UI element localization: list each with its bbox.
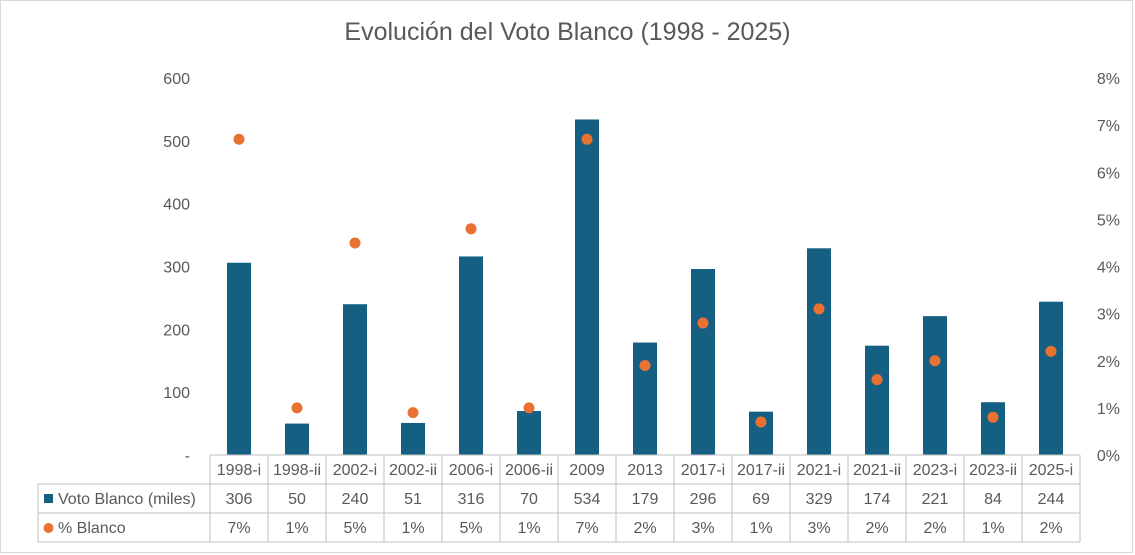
right-axis-tick-label: 7%	[1097, 118, 1120, 135]
table-value-point: 2%	[865, 520, 888, 537]
category-label: 1998-i	[217, 462, 261, 479]
scatter-point	[465, 223, 477, 235]
table-value-bar: 329	[806, 491, 833, 508]
table-value-bar: 306	[226, 491, 253, 508]
table-value-point: 1%	[517, 520, 540, 537]
table-value-bar: 316	[458, 491, 485, 508]
category-label: 2009	[569, 462, 605, 479]
left-axis-tick-label: 200	[163, 322, 190, 339]
right-axis-tick-label: 0%	[1097, 448, 1120, 465]
category-label: 2002-ii	[389, 462, 437, 479]
table-value-point: 1%	[285, 520, 308, 537]
table-value-point: 3%	[691, 520, 714, 537]
table-value-bar: 69	[752, 491, 770, 508]
bar	[517, 411, 541, 455]
table-value-point: 2%	[923, 520, 946, 537]
category-label: 2006-ii	[505, 462, 553, 479]
scatter-point	[813, 303, 825, 315]
table-value-bar: 534	[574, 491, 601, 508]
scatter-point	[755, 416, 767, 428]
bar	[981, 402, 1005, 455]
legend-label-point: % Blanco	[58, 520, 126, 537]
category-label: 2023-i	[913, 462, 957, 479]
category-label: 2023-ii	[969, 462, 1017, 479]
left-axis-tick-label: 300	[163, 260, 190, 277]
table-value-bar: 51	[404, 491, 422, 508]
legend-swatch-point	[43, 523, 54, 533]
bar	[807, 248, 831, 455]
bar	[865, 345, 889, 455]
left-axis-tick-label: -	[185, 448, 190, 465]
table-value-bar: 221	[922, 491, 949, 508]
scatter-point	[871, 374, 883, 386]
bar	[401, 422, 425, 455]
bar	[923, 316, 947, 455]
bar	[459, 256, 483, 455]
bar	[633, 342, 657, 455]
table-value-bar: 240	[342, 491, 369, 508]
bar	[691, 269, 715, 455]
bar	[1039, 301, 1063, 455]
scatter-point	[407, 407, 419, 419]
table-value-bar: 174	[864, 491, 891, 508]
category-label: 1998-ii	[273, 462, 321, 479]
category-label: 2017-i	[681, 462, 725, 479]
category-label: 2006-i	[449, 462, 493, 479]
right-axis-tick-label: 2%	[1097, 354, 1120, 371]
chart-title: Evolución del Voto Blanco (1998 - 2025)	[344, 18, 791, 46]
table-value-bar: 296	[690, 491, 717, 508]
category-label: 2021-ii	[853, 462, 901, 479]
bar	[285, 423, 309, 455]
table-value-bar: 244	[1038, 491, 1065, 508]
bar	[575, 119, 599, 455]
table-value-point: 1%	[401, 520, 424, 537]
table-value-point: 5%	[343, 520, 366, 537]
table-value-point: 1%	[749, 520, 772, 537]
legend-swatch-bar	[44, 494, 53, 503]
table-value-point: 3%	[807, 520, 830, 537]
category-label: 2021-i	[797, 462, 841, 479]
left-axis-tick-label: 400	[163, 197, 190, 214]
category-label: 2017-ii	[737, 462, 785, 479]
table-value-point: 5%	[459, 520, 482, 537]
table-value-bar: 50	[288, 491, 306, 508]
table-value-point: 2%	[633, 520, 656, 537]
right-axis-tick-label: 4%	[1097, 260, 1120, 277]
table-value-point: 2%	[1039, 520, 1062, 537]
category-label: 2025-i	[1029, 462, 1073, 479]
left-axis-tick-label: 500	[163, 134, 190, 151]
scatter-point	[697, 317, 709, 329]
scatter-point	[929, 355, 941, 367]
category-label: 2002-i	[333, 462, 377, 479]
table-value-point: 7%	[227, 520, 250, 537]
scatter-point	[291, 402, 303, 414]
left-axis-tick-label: 600	[163, 71, 190, 88]
scatter-point	[581, 133, 593, 145]
category-label: 2013	[627, 462, 663, 479]
right-axis-tick-label: 6%	[1097, 165, 1120, 182]
right-axis-tick-label: 5%	[1097, 212, 1120, 229]
table-value-bar: 179	[632, 491, 659, 508]
left-axis-tick-label: 100	[163, 385, 190, 402]
scatter-point	[1045, 345, 1057, 357]
table-value-point: 1%	[981, 520, 1004, 537]
table-value-bar: 84	[984, 491, 1002, 508]
scatter-point	[523, 402, 535, 414]
right-axis-tick-label: 3%	[1097, 307, 1120, 324]
legend-label-bar: Voto Blanco (miles)	[58, 491, 196, 508]
scatter-point	[349, 237, 361, 249]
bar	[343, 304, 367, 455]
right-axis-tick-label: 1%	[1097, 401, 1120, 418]
bar	[227, 262, 251, 455]
table-value-point: 7%	[575, 520, 598, 537]
scatter-point	[987, 411, 999, 423]
table-value-bar: 70	[520, 491, 538, 508]
scatter-point	[233, 133, 245, 145]
right-axis-tick-label: 8%	[1097, 71, 1120, 88]
scatter-point	[639, 359, 651, 371]
